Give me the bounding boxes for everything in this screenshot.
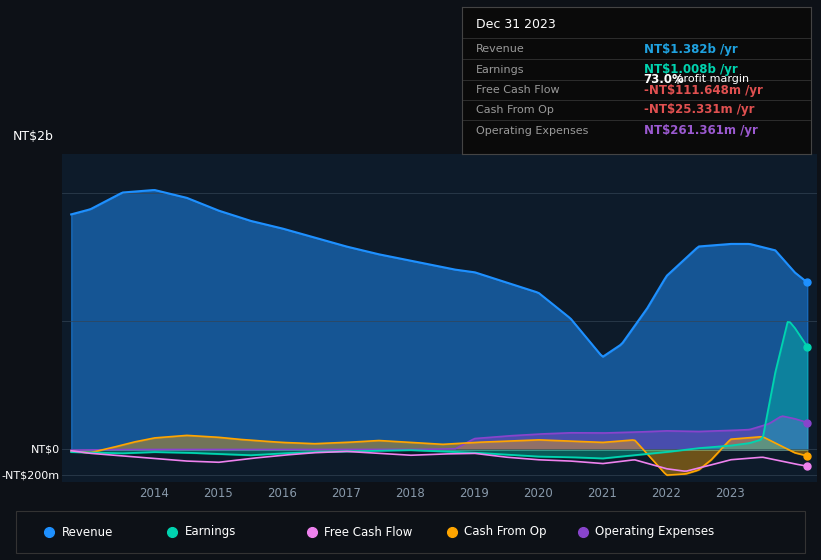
Text: -NT$111.648m /yr: -NT$111.648m /yr — [644, 83, 763, 97]
Text: 73.0%: 73.0% — [644, 73, 685, 86]
Text: -NT$200m: -NT$200m — [2, 470, 60, 480]
Text: NT$1.008b /yr: NT$1.008b /yr — [644, 63, 737, 76]
Text: Free Cash Flow: Free Cash Flow — [476, 85, 560, 95]
Text: Earnings: Earnings — [185, 525, 236, 539]
Text: Revenue: Revenue — [476, 44, 525, 54]
Text: Cash From Op: Cash From Op — [464, 525, 546, 539]
Text: profit margin: profit margin — [673, 74, 750, 84]
Text: Cash From Op: Cash From Op — [476, 105, 554, 115]
Text: Revenue: Revenue — [62, 525, 113, 539]
Text: Operating Expenses: Operating Expenses — [595, 525, 714, 539]
Text: NT$1.382b /yr: NT$1.382b /yr — [644, 43, 737, 55]
Text: Free Cash Flow: Free Cash Flow — [324, 525, 413, 539]
Text: Operating Expenses: Operating Expenses — [476, 125, 589, 136]
Text: NT$2b: NT$2b — [12, 130, 53, 143]
Text: Earnings: Earnings — [476, 64, 525, 74]
Text: Dec 31 2023: Dec 31 2023 — [476, 17, 556, 31]
Text: NT$0: NT$0 — [31, 445, 60, 455]
Text: NT$261.361m /yr: NT$261.361m /yr — [644, 124, 758, 137]
Text: -NT$25.331m /yr: -NT$25.331m /yr — [644, 104, 754, 116]
Bar — [16, 511, 805, 553]
